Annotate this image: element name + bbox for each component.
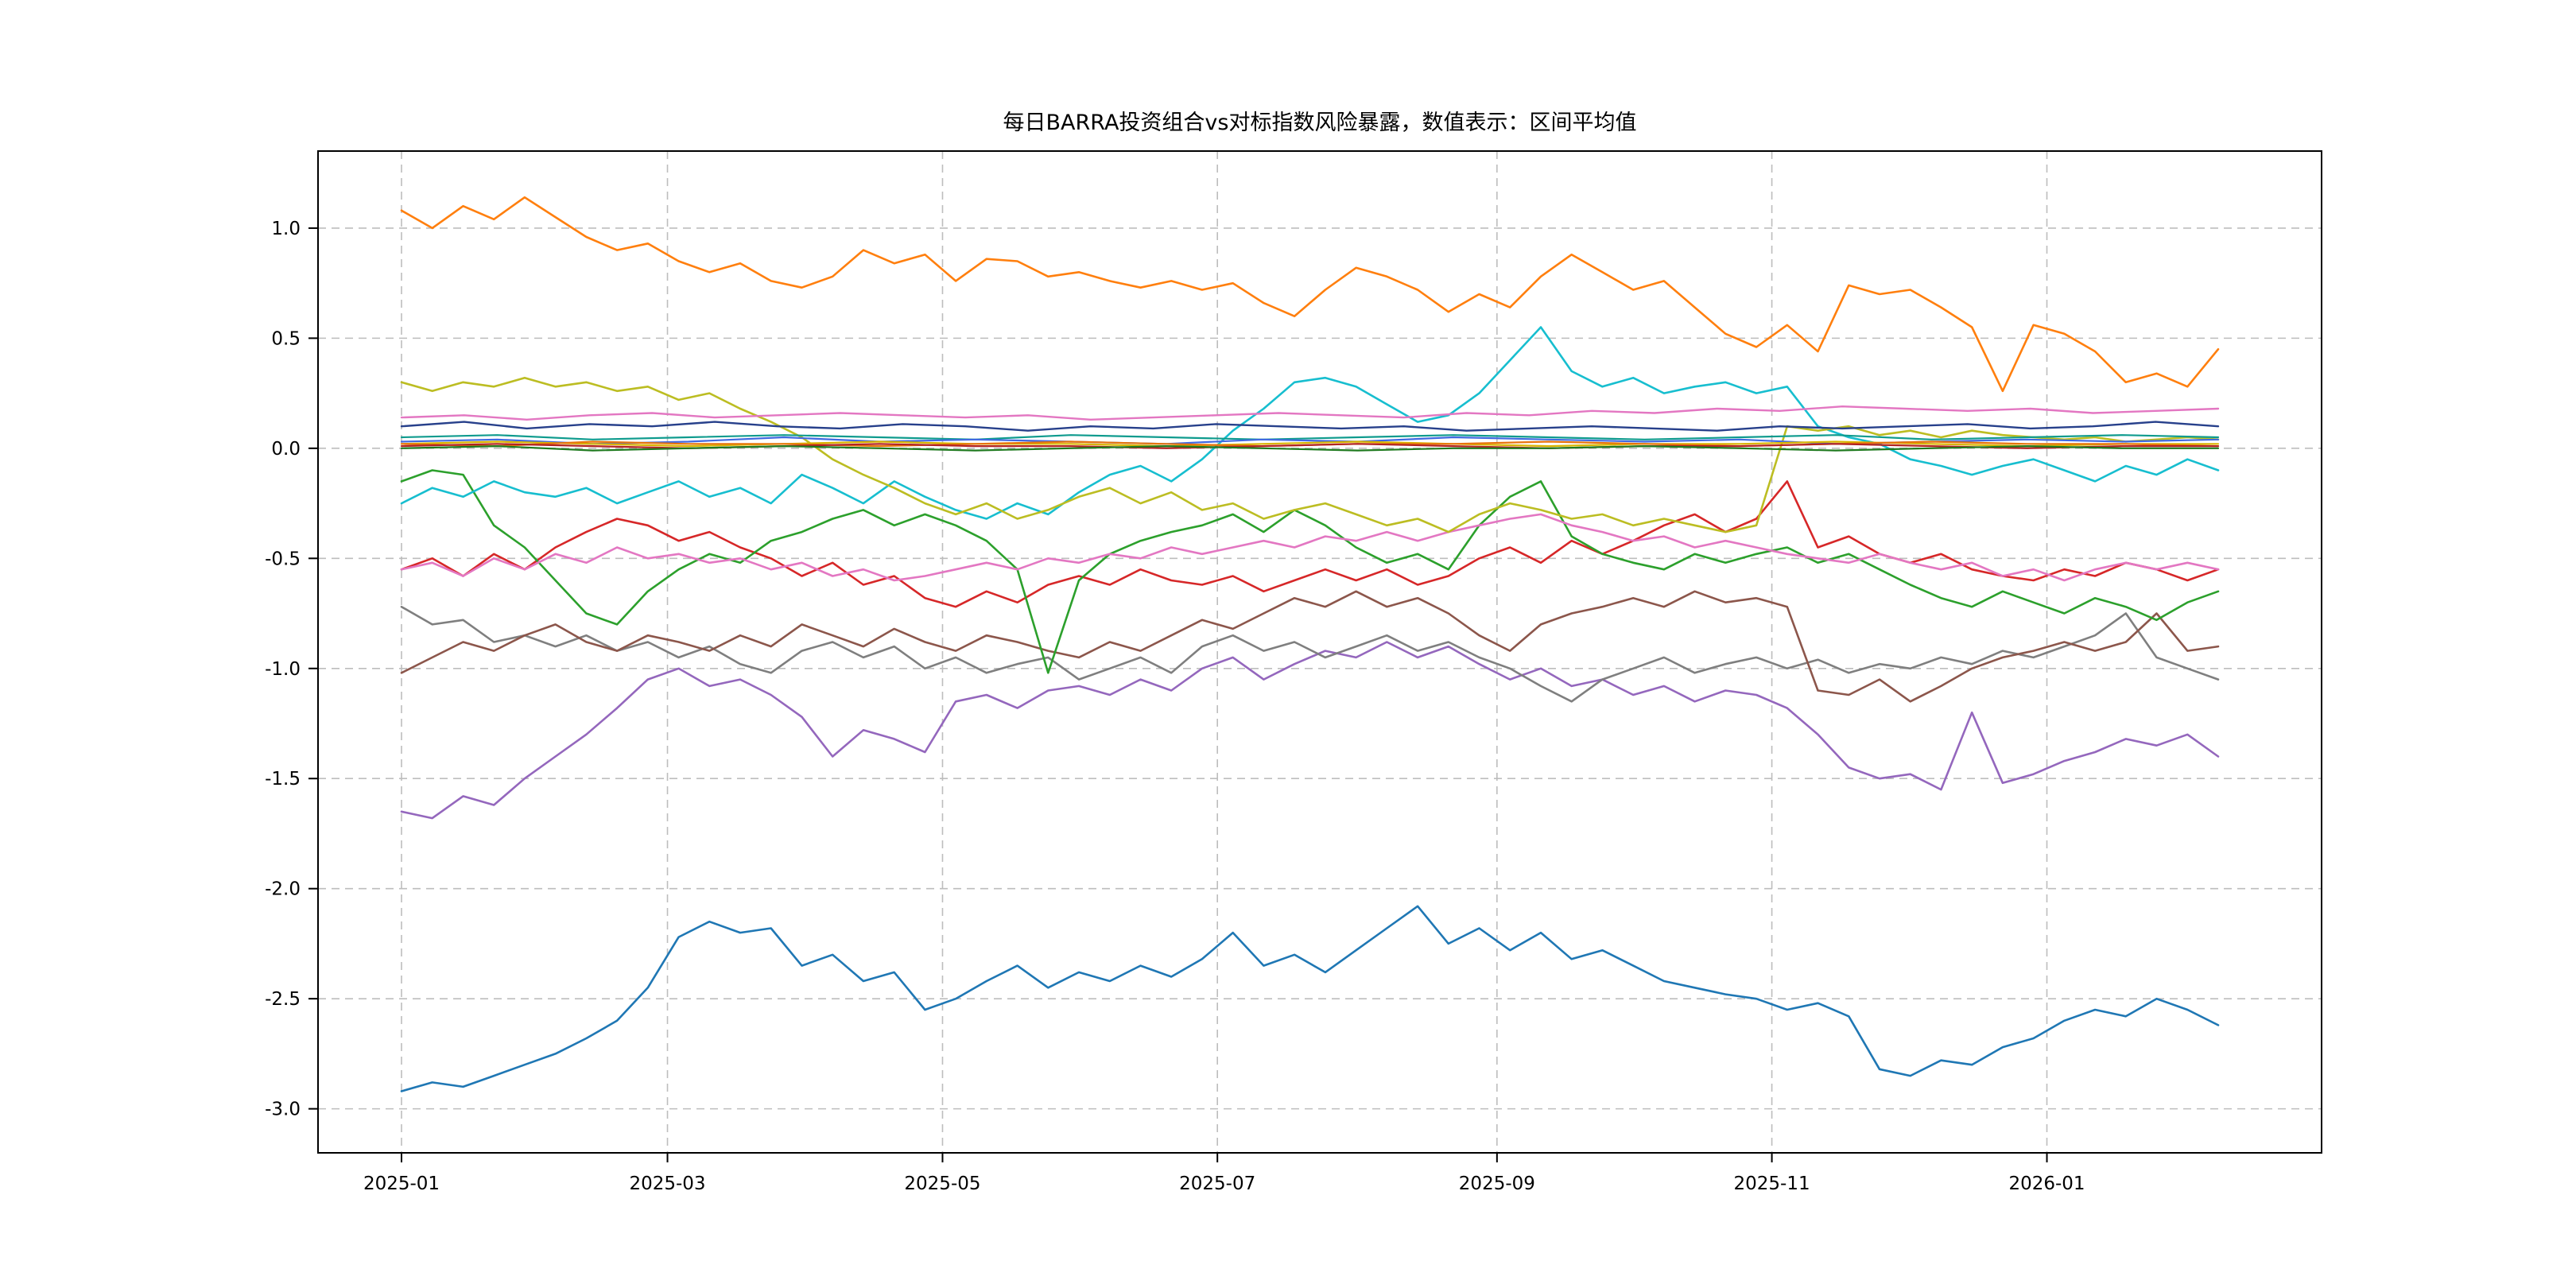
series-dark-green bbox=[400, 444, 2220, 452]
series-brown bbox=[400, 590, 2220, 703]
chart-title: 每日BARRA投资组合vs对标指数风险暴露，数值表示：区间平均值 bbox=[1003, 111, 1637, 135]
y-tick-label: -2.5 bbox=[265, 989, 301, 1010]
x-tick-label: 2025-03 bbox=[629, 1174, 705, 1194]
y-tick-label: -1.0 bbox=[265, 659, 301, 680]
y-tick-label: 0.5 bbox=[271, 328, 301, 349]
y-tick-label: 1.0 bbox=[271, 219, 301, 239]
series-gray bbox=[400, 605, 2220, 703]
series-purple bbox=[400, 641, 2220, 820]
series-navy bbox=[400, 421, 2220, 432]
x-tick-label: 2025-07 bbox=[1179, 1174, 1255, 1194]
series-yellow-green bbox=[400, 376, 2220, 533]
y-tick-label: -3.0 bbox=[265, 1100, 301, 1120]
x-tick-label: 2025-11 bbox=[1734, 1174, 1810, 1194]
series-pink-lower bbox=[400, 513, 2220, 582]
axes-frame bbox=[317, 150, 2322, 1154]
series-steelblue bbox=[400, 905, 2220, 1092]
series-green bbox=[400, 469, 2220, 674]
series-teal bbox=[400, 434, 2220, 440]
y-tick-label: -0.5 bbox=[265, 549, 301, 569]
y-tick-label: 0.0 bbox=[271, 439, 301, 460]
series-red bbox=[400, 480, 2220, 608]
y-tick-label: -2.0 bbox=[265, 879, 301, 900]
x-tick-label: 2026-01 bbox=[2008, 1174, 2085, 1194]
x-tick-label: 2025-09 bbox=[1459, 1174, 1535, 1194]
series-pink-upper bbox=[400, 405, 2220, 421]
series-orange bbox=[400, 196, 2220, 393]
series-gold bbox=[400, 440, 2220, 448]
x-tick-label: 2025-05 bbox=[904, 1174, 980, 1194]
series-cyan bbox=[400, 326, 2220, 520]
y-tick-label: -1.5 bbox=[265, 769, 301, 789]
x-tick-label: 2025-01 bbox=[363, 1174, 440, 1194]
